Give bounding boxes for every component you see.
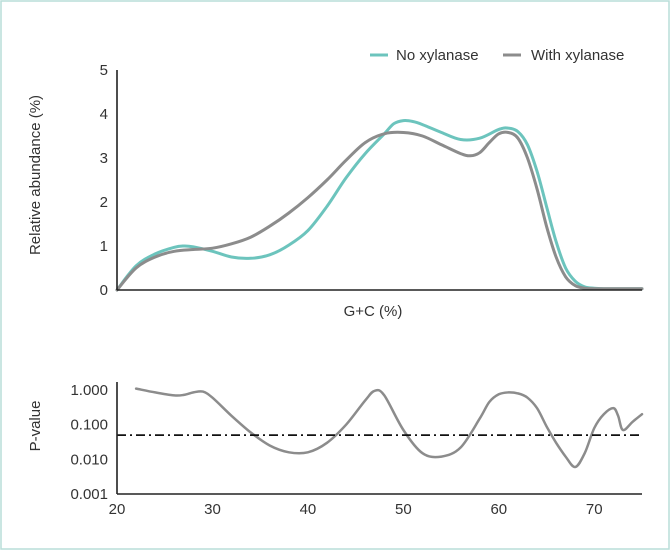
top-y-tick-label: 4 (100, 106, 108, 123)
legend-label: With xylanase (531, 47, 624, 64)
bottom-y-tick-label: 0.100 (70, 417, 108, 434)
legend-label: No xylanase (396, 47, 479, 64)
bottom-x-tick-label: 40 (300, 501, 317, 518)
top-chart: No xylanase With xylanase Relative abunda… (27, 47, 644, 320)
bottom-y-tick-label: 0.010 (70, 451, 108, 468)
bottom-x-tick-label: 30 (204, 501, 221, 518)
bottom-y-tick-label: 1.000 (70, 382, 108, 399)
top-y-tick-label: 0 (100, 282, 108, 299)
bottom-chart: P-value 0.001 0.010 0.100 1.000 20 30 40 50 60 7… (27, 382, 644, 518)
bottom-x-tick-label: 20 (109, 501, 126, 518)
top-y-axis-label: Relative abundance (%) (27, 95, 44, 255)
bottom-y-axis-label: P-value (27, 401, 44, 452)
top-y-ticks: 0 1 2 3 4 5 (100, 62, 108, 299)
top-y-tick-label: 1 (100, 238, 108, 255)
series-line-no-xylanase (115, 118, 644, 292)
bottom-series (134, 387, 644, 469)
series-line-with-xylanase (115, 130, 644, 292)
top-y-tick-label: 3 (100, 150, 108, 167)
p-value-line (134, 387, 644, 469)
top-series (115, 118, 644, 292)
bottom-x-tick-label: 50 (395, 501, 412, 518)
bottom-x-tick-label: 60 (490, 501, 507, 518)
top-y-tick-label: 5 (100, 62, 108, 79)
bottom-y-ticks: 0.001 0.010 0.100 1.000 (70, 382, 108, 503)
bottom-x-ticks: 20 30 40 50 60 70 (109, 501, 603, 518)
legend: No xylanase With xylanase (370, 47, 624, 64)
bottom-y-tick-label: 0.001 (70, 486, 108, 503)
bottom-x-tick-label: 70 (586, 501, 603, 518)
top-y-tick-label: 2 (100, 194, 108, 211)
top-x-axis-label: G+C (%) (344, 303, 403, 320)
